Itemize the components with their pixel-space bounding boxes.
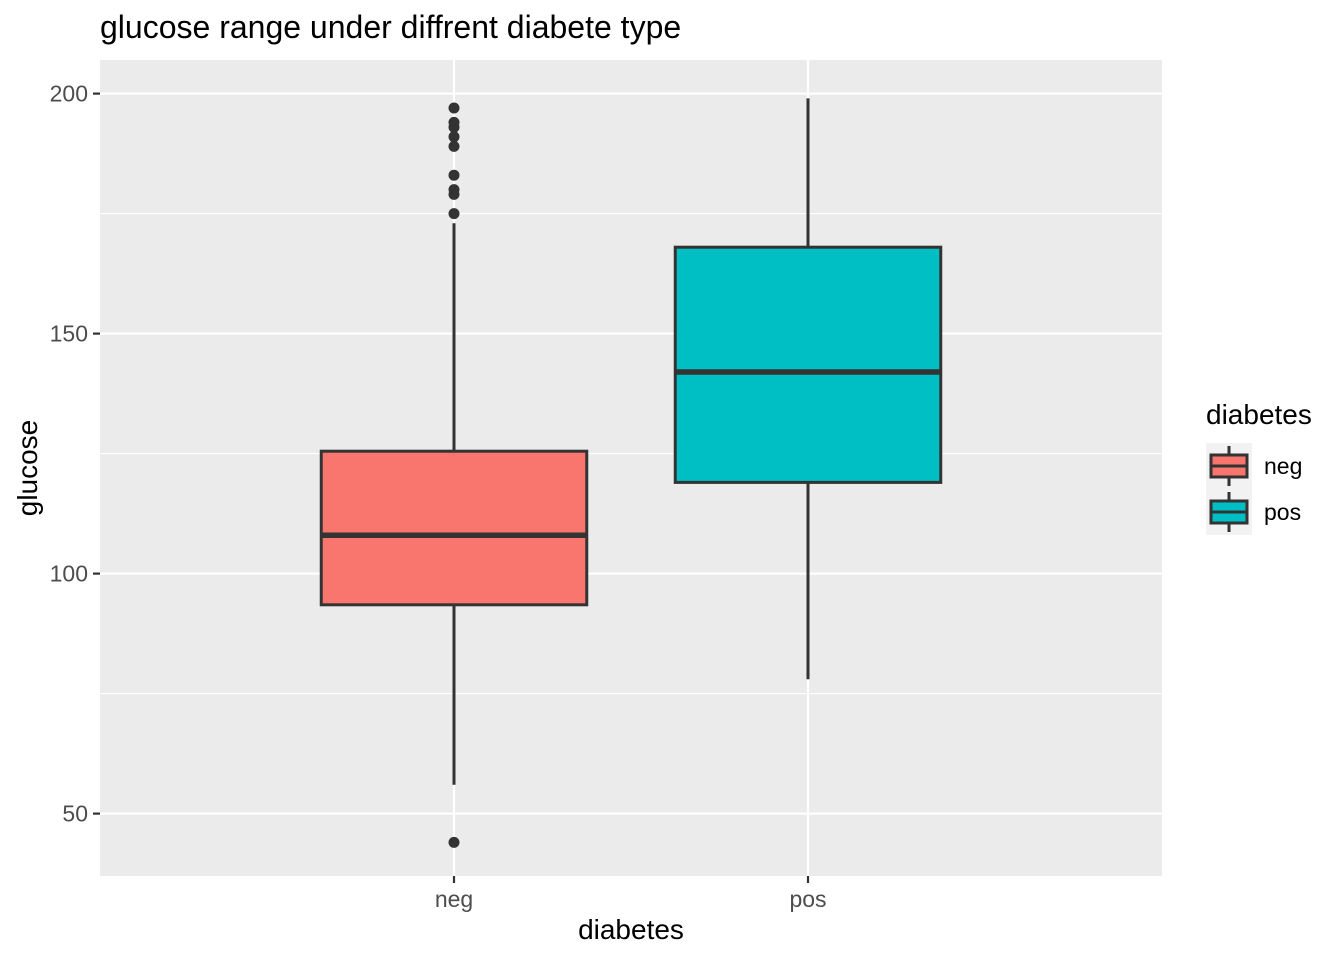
legend-key-pos bbox=[1206, 489, 1252, 535]
plot-panel bbox=[100, 60, 1162, 876]
outlier-point bbox=[448, 140, 460, 152]
x-axis-label: diabetes bbox=[578, 914, 684, 945]
legend-title: diabetes bbox=[1206, 399, 1312, 430]
box-neg bbox=[319, 102, 589, 848]
y-axis-label: glucose bbox=[12, 420, 43, 517]
legend: diabetes neg pos bbox=[1206, 399, 1312, 535]
outlier-point bbox=[448, 102, 460, 114]
y-tick-label: 50 bbox=[62, 801, 88, 827]
box-pos bbox=[673, 98, 943, 680]
y-tick-label: 150 bbox=[50, 321, 88, 347]
box-iqr bbox=[319, 449, 589, 607]
legend-key-neg bbox=[1206, 443, 1252, 489]
legend-label-pos: pos bbox=[1264, 499, 1301, 525]
x-tick-label: pos bbox=[789, 886, 826, 912]
x-axis: neg pos bbox=[435, 876, 827, 912]
boxes bbox=[319, 98, 943, 848]
outlier-point bbox=[448, 169, 460, 181]
y-axis: 50 100 150 200 bbox=[50, 81, 100, 827]
outlier-point bbox=[448, 208, 460, 220]
outlier-point bbox=[448, 184, 460, 196]
outlier-point bbox=[448, 836, 460, 848]
minor-gridlines bbox=[100, 213, 1162, 695]
chart-title: glucose range under diffrent diabete typ… bbox=[100, 9, 681, 45]
y-tick-label: 200 bbox=[50, 81, 88, 107]
outlier-point bbox=[448, 116, 460, 128]
outlier-point bbox=[448, 131, 460, 143]
y-tick-label: 100 bbox=[50, 561, 88, 587]
box-iqr bbox=[673, 245, 943, 484]
legend-label-neg: neg bbox=[1264, 453, 1302, 479]
x-tick-label: neg bbox=[435, 886, 473, 912]
